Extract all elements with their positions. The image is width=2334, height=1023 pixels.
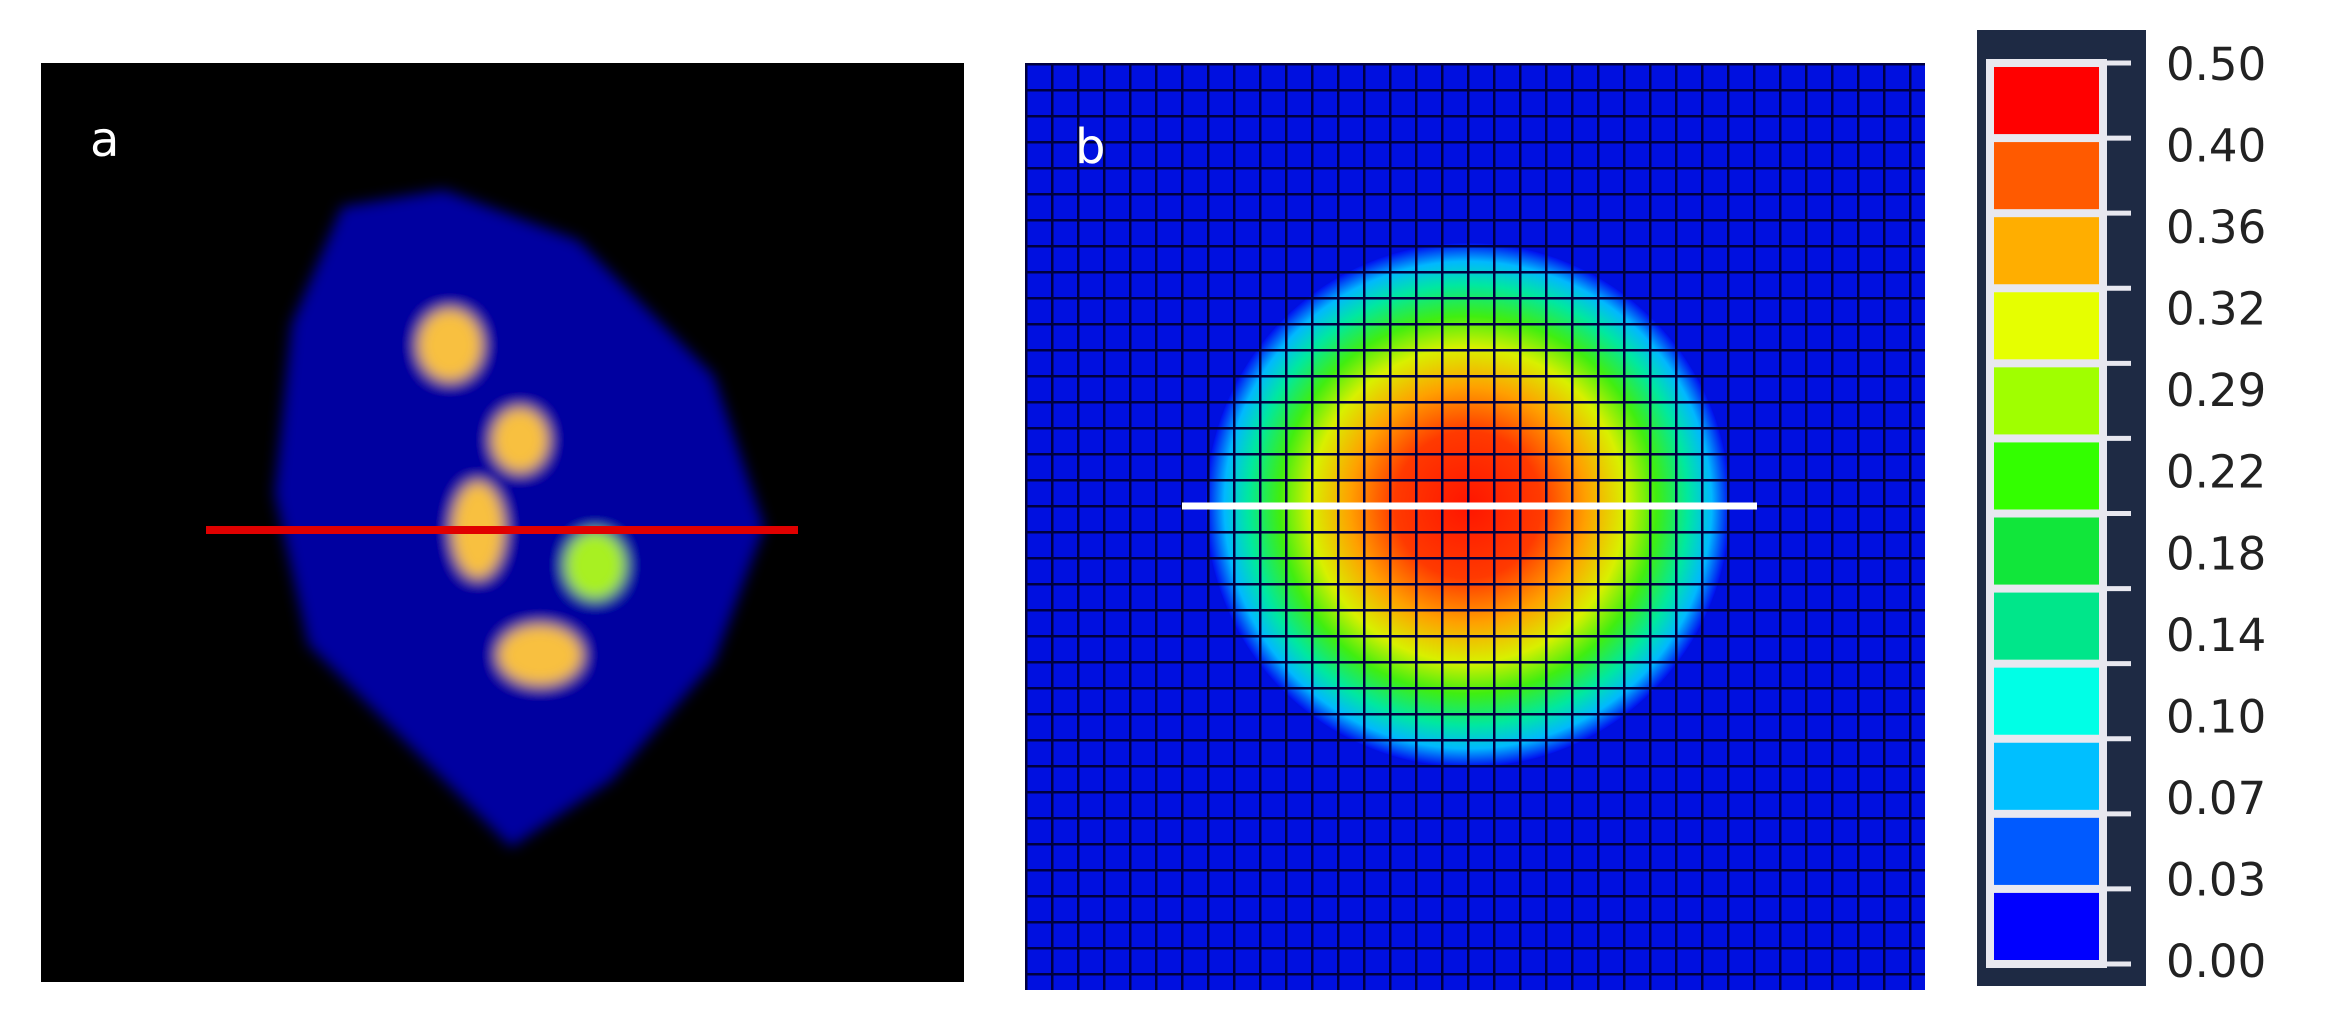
colorbar-tick-label: 0.03 xyxy=(2166,853,2266,906)
colorbar-swatch xyxy=(1994,142,2099,210)
colorbar-swatch xyxy=(1994,667,2099,735)
colorbar-tick-label: 0.14 xyxy=(2166,609,2266,662)
colorbar-tick-label: 0.07 xyxy=(2166,772,2266,825)
colorbar-tick-label: 0.32 xyxy=(2166,283,2266,336)
colorbar-swatch xyxy=(1994,742,2099,810)
colorbar-swatch xyxy=(1994,292,2099,360)
colorbar-swatch xyxy=(1994,367,2099,435)
heat-blob xyxy=(274,189,765,848)
panel-b: b xyxy=(1025,63,1925,990)
colorbar-tick-label: 0.22 xyxy=(2166,446,2266,499)
colorbar-swatch xyxy=(1994,892,2099,960)
colorbar-swatch xyxy=(1994,817,2099,885)
colorbar-tick-label: 0.00 xyxy=(2166,935,2266,988)
colorbar-border xyxy=(1986,59,2107,968)
mesh-grid xyxy=(1025,63,1925,990)
colorbar-tick-label: 0.50 xyxy=(2166,38,2266,91)
colorbar: 0.50 0.40 0.36 0.32 0.29 0.22 0.18 0.14 0.10 0.07… xyxy=(1986,38,2266,988)
colorbar-tick-label: 0.29 xyxy=(2166,364,2266,417)
panel-a: a xyxy=(41,63,964,982)
colorbar-tick-label: 0.40 xyxy=(2166,120,2266,173)
colorbar-swatch xyxy=(1994,442,2099,510)
colorbar-tick-label: 0.18 xyxy=(2166,527,2266,580)
colorbar-tick-label: 0.36 xyxy=(2166,201,2266,254)
panel-label: b xyxy=(1075,119,1105,175)
panel-label: a xyxy=(90,112,119,168)
colorbar-swatch xyxy=(1994,592,2099,660)
colorbar-swatch xyxy=(1994,217,2099,285)
colorbar-swatch xyxy=(1994,67,2099,135)
colorbar-tick-label: 0.10 xyxy=(2166,690,2266,743)
colorbar-swatch xyxy=(1994,517,2099,585)
